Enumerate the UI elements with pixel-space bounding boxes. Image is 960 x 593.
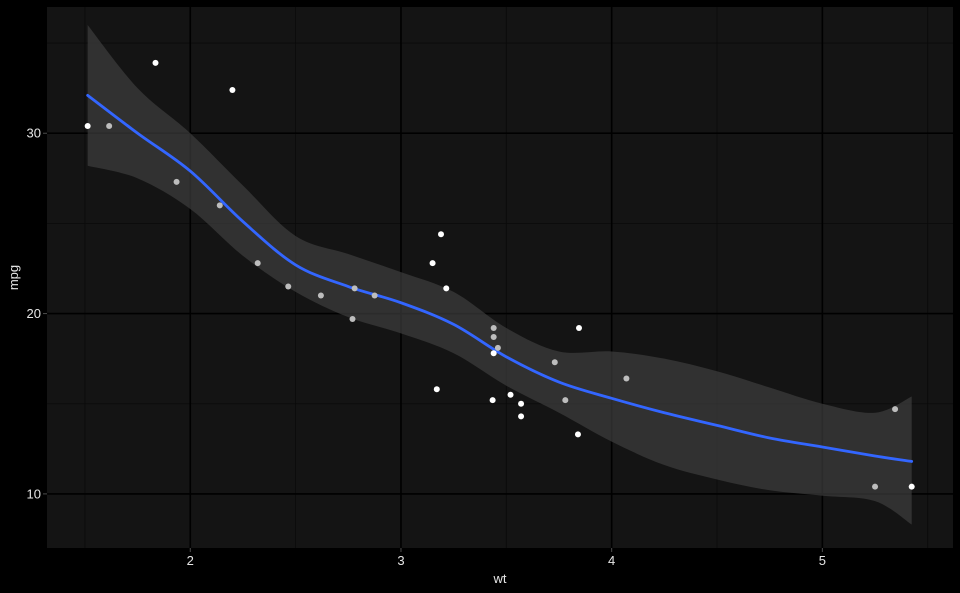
scatter-point [574, 431, 581, 438]
scatter-point [371, 292, 378, 299]
scatter-point [494, 344, 501, 351]
scatter-point [433, 386, 440, 393]
confidence-band [87, 25, 912, 525]
scatter-point [908, 483, 915, 490]
x-tick-label: 4 [608, 553, 615, 568]
loess-line [86, 93, 914, 463]
x-tick-label: 3 [397, 553, 404, 568]
scatter-point [438, 231, 445, 238]
scatter-point [173, 178, 180, 185]
x-tick-label: 5 [819, 553, 826, 568]
scatter-point [152, 59, 159, 66]
scatter-point [351, 285, 358, 292]
y-axis-title: mpg [6, 265, 21, 290]
scatter-point [106, 123, 113, 130]
scatter-point [317, 292, 324, 299]
y-tick-label: 30 [27, 126, 41, 141]
scatter-point [254, 260, 261, 267]
x-tick-label: 2 [187, 553, 194, 568]
scatter-point [872, 483, 879, 490]
scatter-point [429, 260, 436, 267]
scatter-point [518, 400, 525, 407]
scatter-point [443, 285, 450, 292]
scatter-points [84, 59, 915, 490]
scatter-point [216, 202, 223, 209]
y-axis-ticks: 10 20 30 [27, 126, 47, 501]
scatter-point [507, 391, 514, 398]
scatter-point [892, 406, 899, 413]
scatter-point [349, 315, 356, 322]
scatter-point [490, 350, 497, 357]
scatter-point [576, 324, 583, 331]
x-axis-ticks: 2 3 4 5 [187, 548, 826, 568]
smooth-line [86, 93, 914, 463]
scatter-point [551, 359, 558, 366]
scatter-point [623, 375, 630, 382]
scatter-point [285, 283, 292, 290]
scatter-point [490, 324, 497, 331]
y-tick-label: 10 [27, 486, 41, 501]
y-tick-label: 20 [27, 306, 41, 321]
scatter-point [518, 413, 525, 420]
confidence-ribbon [87, 25, 912, 525]
scatter-point [84, 123, 91, 130]
x-axis-title: wt [493, 571, 507, 586]
scatter-point [489, 397, 496, 404]
scatter-point [562, 397, 569, 404]
scatter-point [229, 86, 236, 93]
scatter-point [490, 334, 497, 341]
